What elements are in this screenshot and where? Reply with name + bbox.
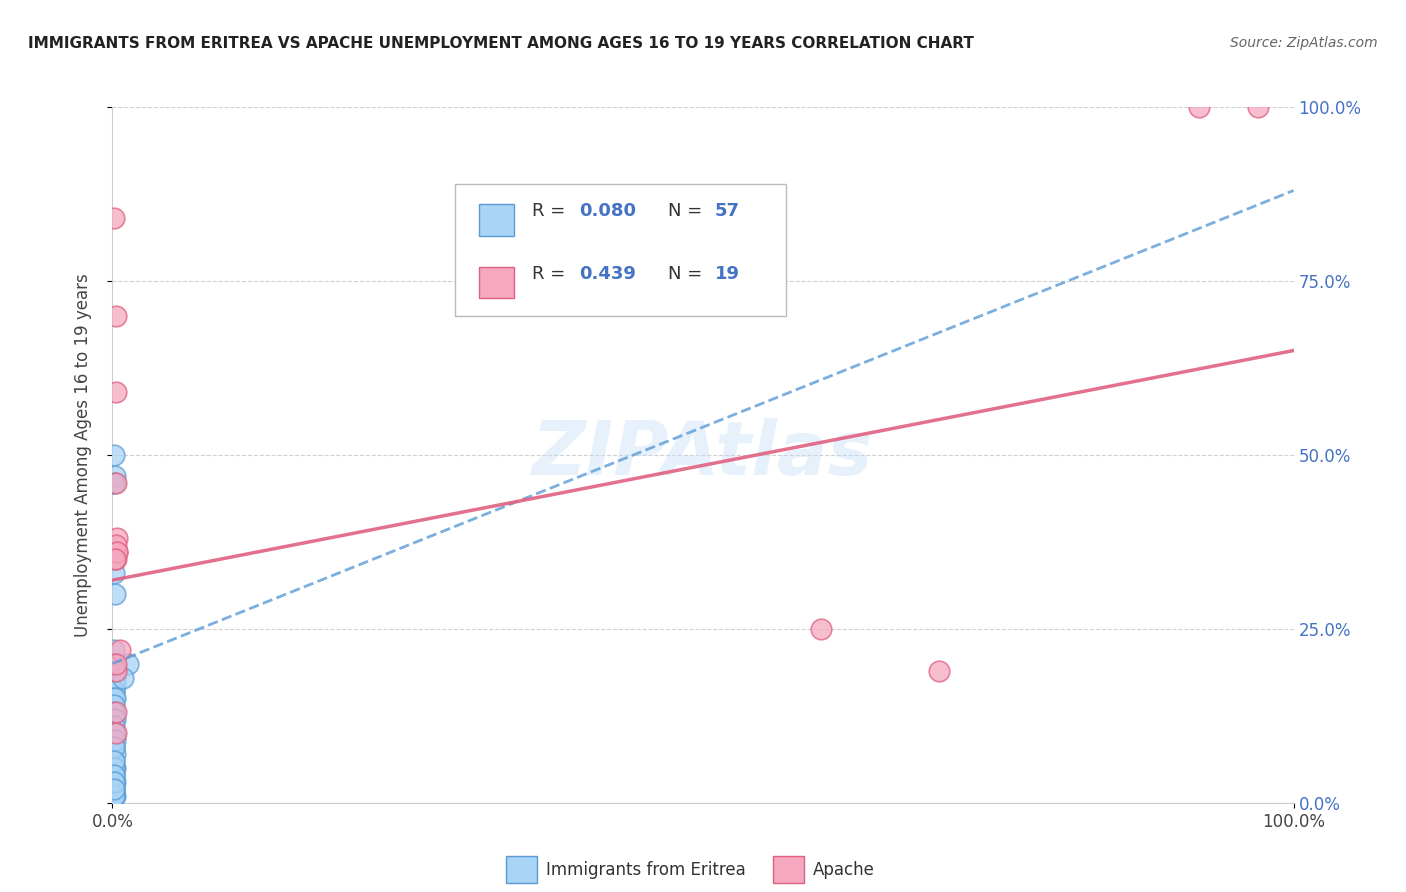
Point: [103, 761, 125, 775]
Point: [103, 677, 125, 691]
Point: [104, 587, 127, 601]
Point: [103, 768, 125, 782]
Point: [117, 657, 139, 671]
Point: [105, 706, 128, 720]
FancyBboxPatch shape: [478, 267, 515, 298]
Point: [103, 712, 125, 726]
Point: [104, 733, 127, 747]
Text: IMMIGRANTS FROM ERITREA VS APACHE UNEMPLOYMENT AMONG AGES 16 TO 19 YEARS CORRELA: IMMIGRANTS FROM ERITREA VS APACHE UNEMPL…: [28, 36, 974, 51]
Point: [1188, 100, 1211, 114]
Point: [103, 775, 125, 789]
Point: [105, 552, 128, 566]
Point: [103, 789, 125, 803]
Point: [103, 733, 125, 747]
Point: [103, 761, 125, 775]
Point: [105, 657, 128, 671]
Point: [103, 768, 125, 782]
Text: 0.080: 0.080: [579, 202, 636, 220]
Point: [103, 740, 125, 755]
Point: [105, 545, 128, 559]
Point: [103, 664, 125, 678]
Point: [103, 754, 125, 768]
Point: [103, 781, 125, 796]
Point: [103, 754, 125, 768]
Point: [103, 671, 125, 685]
FancyBboxPatch shape: [456, 184, 786, 316]
Point: [103, 781, 125, 796]
Text: R =: R =: [531, 202, 571, 220]
Point: [104, 789, 127, 803]
Point: [104, 657, 127, 671]
Point: [103, 726, 125, 740]
Point: [104, 691, 127, 706]
Text: 0.439: 0.439: [579, 265, 636, 283]
Point: [103, 642, 125, 657]
Text: 19: 19: [714, 265, 740, 283]
Point: [103, 768, 125, 782]
FancyBboxPatch shape: [478, 204, 515, 235]
Point: [810, 622, 832, 636]
Point: [928, 664, 950, 678]
Point: [105, 532, 128, 546]
Text: R =: R =: [531, 265, 571, 283]
Point: [103, 475, 125, 490]
Point: [103, 657, 125, 671]
Point: [104, 712, 127, 726]
Text: ZIPAtlas: ZIPAtlas: [533, 418, 873, 491]
Point: [103, 657, 125, 671]
Point: [1247, 100, 1270, 114]
Point: [104, 671, 127, 685]
Point: [105, 538, 128, 552]
Point: [103, 684, 125, 698]
Point: [103, 552, 125, 566]
Text: 57: 57: [714, 202, 740, 220]
Point: [104, 677, 127, 691]
Point: [103, 566, 125, 581]
Point: [112, 671, 135, 685]
Point: [103, 781, 125, 796]
Text: Apache: Apache: [813, 861, 875, 879]
Point: [103, 211, 125, 226]
Point: [103, 664, 125, 678]
Point: [104, 747, 127, 761]
Point: [103, 475, 125, 490]
Point: [108, 642, 131, 657]
Point: [104, 761, 127, 775]
Point: [103, 775, 125, 789]
Point: [104, 552, 127, 566]
Point: [103, 706, 125, 720]
Y-axis label: Unemployment Among Ages 16 to 19 years: Unemployment Among Ages 16 to 19 years: [73, 273, 91, 637]
Point: [103, 664, 125, 678]
Point: [104, 726, 127, 740]
Point: [105, 726, 128, 740]
Point: [103, 448, 125, 462]
Point: [105, 309, 128, 323]
Text: Source: ZipAtlas.com: Source: ZipAtlas.com: [1230, 36, 1378, 50]
Text: Immigrants from Eritrea: Immigrants from Eritrea: [546, 861, 745, 879]
Point: [105, 664, 128, 678]
Point: [103, 684, 125, 698]
Point: [103, 789, 125, 803]
Point: [104, 775, 127, 789]
Point: [103, 698, 125, 713]
Point: [105, 475, 128, 490]
Point: [103, 719, 125, 733]
Point: [103, 740, 125, 755]
Point: [103, 691, 125, 706]
Point: [105, 385, 128, 400]
Point: [104, 657, 127, 671]
Text: N =: N =: [668, 265, 707, 283]
Text: N =: N =: [668, 202, 707, 220]
Point: [103, 781, 125, 796]
Point: [103, 657, 125, 671]
Point: [105, 545, 128, 559]
Point: [104, 468, 127, 483]
Point: [103, 740, 125, 755]
